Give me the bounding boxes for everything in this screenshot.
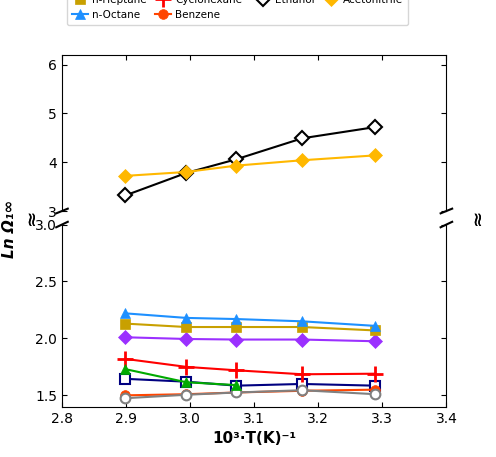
Text: ≈: ≈ — [22, 209, 41, 225]
Legend: n-Hexane, n-Heptane, n-Octane, Cyclopentane, Cyclohexane, Benzene, Toluene, Etha: n-Hexane, n-Heptane, n-Octane, Cyclopent… — [67, 0, 408, 25]
Text: ≈: ≈ — [468, 209, 487, 225]
Text: ≈: ≈ — [468, 209, 487, 225]
Text: Ln Ω₁∞: Ln Ω₁∞ — [2, 199, 17, 258]
X-axis label: 10³·T(K)⁻¹: 10³·T(K)⁻¹ — [212, 431, 296, 446]
Text: ≈: ≈ — [22, 209, 41, 225]
